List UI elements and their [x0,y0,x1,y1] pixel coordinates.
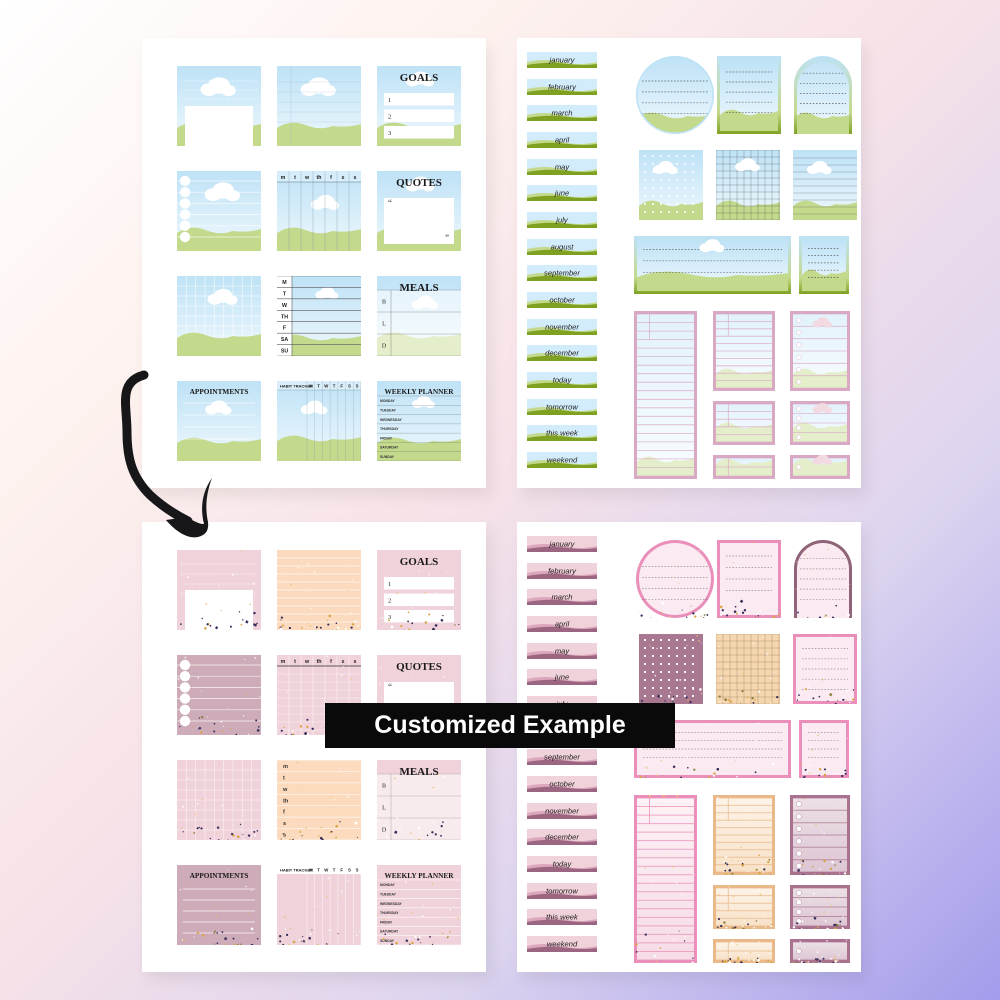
svg-text:T: T [317,868,320,873]
svg-text:f: f [330,175,332,181]
svg-text:S: S [348,384,351,389]
svg-text:m: m [281,659,286,665]
svg-text:D: D [382,343,387,349]
svg-text:”: ” [445,233,449,243]
svg-text:“: “ [388,198,392,208]
svg-text:THURSDAY: THURSDAY [380,911,399,915]
svg-text:f: f [330,659,332,665]
svg-text:★: ★ [647,795,652,799]
svg-text:TUESDAY: TUESDAY [380,893,397,897]
svg-text:t: t [283,775,285,781]
svg-text:L: L [382,321,386,327]
svg-text:MONDAY: MONDAY [380,399,395,403]
svg-text:SUNDAY: SUNDAY [380,455,395,459]
svg-text:F: F [340,384,343,389]
svg-text:MONDAY: MONDAY [380,883,395,887]
svg-text:w: w [282,787,288,793]
svg-text:HABIT TRACKER: HABIT TRACKER [280,868,313,873]
svg-text:FRIDAY: FRIDAY [380,436,393,440]
svg-text:th: th [283,798,289,804]
svg-text:T: T [333,868,336,873]
svg-text:WEDNESDAY: WEDNESDAY [380,418,402,422]
svg-text:m: m [281,175,286,181]
svg-text:f: f [283,810,285,816]
svg-text:T: T [333,384,336,389]
svg-text:w: w [304,175,310,181]
svg-text:SUNDAY: SUNDAY [380,939,395,943]
svg-text:T: T [317,384,320,389]
svg-text:HABIT TRACKER: HABIT TRACKER [280,384,313,389]
svg-text:s: s [354,175,357,181]
svg-text:SU: SU [281,349,289,355]
svg-text:W: W [282,303,287,309]
svg-text:S: S [348,868,351,873]
svg-text:D: D [382,827,387,833]
svg-text:S: S [356,384,359,389]
svg-text:L: L [382,805,386,811]
svg-text:s: s [283,821,286,827]
svg-text:2: 2 [388,114,391,121]
svg-text:M: M [309,868,313,873]
svg-text:w: w [304,659,310,665]
svg-text:s: s [342,175,345,181]
svg-text:F: F [340,868,343,873]
svg-text:th: th [317,175,322,181]
svg-text:TH: TH [281,314,288,320]
svg-text:★: ★ [661,795,666,799]
svg-text:THURSDAY: THURSDAY [380,427,399,431]
svg-text:S: S [356,868,359,873]
svg-text:m: m [283,764,288,770]
svg-text:s: s [342,659,345,665]
svg-text:FRIDAY: FRIDAY [380,920,393,924]
svg-text:SATURDAY: SATURDAY [380,930,399,934]
svg-text:WEDNESDAY: WEDNESDAY [380,902,402,906]
svg-text:SATURDAY: SATURDAY [380,446,399,450]
svg-text:SA: SA [281,337,289,343]
svg-text:M: M [282,280,287,286]
svg-text:“: “ [388,682,392,692]
svg-text:1: 1 [388,581,391,588]
svg-text:TUESDAY: TUESDAY [380,409,397,413]
svg-text:3: 3 [388,130,391,137]
svg-text:t: t [294,175,296,181]
svg-text:★: ★ [675,795,680,799]
svg-text:B: B [382,299,386,305]
svg-text:M: M [309,384,313,389]
svg-text:B: B [382,783,386,789]
svg-text:t: t [294,659,296,665]
svg-text:2: 2 [388,598,391,605]
svg-text:1: 1 [388,97,391,104]
svg-text:s: s [354,659,357,665]
svg-text:th: th [317,659,322,665]
